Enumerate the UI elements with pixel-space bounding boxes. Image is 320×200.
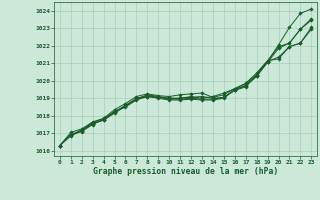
X-axis label: Graphe pression niveau de la mer (hPa): Graphe pression niveau de la mer (hPa) (93, 167, 278, 176)
